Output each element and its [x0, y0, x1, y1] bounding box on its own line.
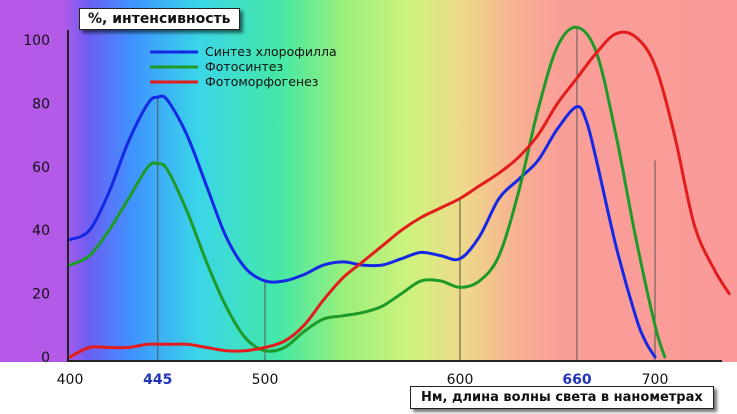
x-tick-label: 445 [143, 372, 172, 388]
y-tick-label: 100 [23, 33, 50, 49]
y-axis-label: %, интенсивность [79, 8, 240, 30]
y-tick-label: 80 [32, 96, 50, 112]
x-tick-label: 500 [252, 372, 279, 388]
y-tick-label: 20 [32, 287, 50, 303]
legend-label-1: Фотосинтез [205, 59, 283, 74]
vertical-markers [157, 27, 656, 362]
y-tick-label: 0 [41, 350, 50, 366]
legend-label-0: Синтез хлорофилла [205, 44, 337, 59]
series-line-2 [68, 30, 731, 359]
legend-label-2: Фотоморфогенез [205, 74, 318, 89]
y-tick-label: 40 [32, 223, 50, 239]
x-tick-label: 660 [562, 372, 591, 388]
x-tick-label: 600 [447, 372, 474, 388]
x-axis-label: Нм, длина волны света в нанометрах [410, 386, 714, 409]
axes [67, 30, 722, 362]
series-lines [68, 25, 731, 359]
y-tick-label: 60 [32, 160, 50, 176]
legend: Синтез хлорофиллаФотосинтезФотоморфогене… [150, 44, 337, 89]
x-tick-labels: 400 445 500 600 660 700 [57, 372, 669, 388]
series-line-0 [68, 94, 657, 359]
x-tick-label: 700 [642, 372, 669, 388]
y-tick-labels: 0 20 40 60 80 100 [23, 33, 50, 366]
series-line-1 [68, 25, 667, 359]
x-tick-label: 400 [57, 372, 84, 388]
